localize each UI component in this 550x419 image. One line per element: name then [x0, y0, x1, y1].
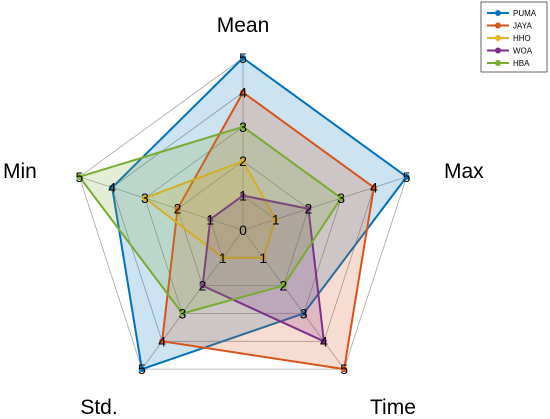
legend-label-woa: WOA	[513, 47, 533, 56]
legend-item-puma: PUMA	[487, 9, 537, 18]
legend: PUMA JAYA HHO WOA HBA	[480, 1, 548, 73]
legend-swatch-marker-woa	[495, 47, 501, 54]
value-label: 2	[174, 201, 182, 217]
axis-title-max: Max	[444, 160, 484, 183]
value-label: 3	[337, 190, 345, 206]
data-point-puma-4	[138, 366, 145, 373]
value-label: 2	[239, 153, 247, 169]
data-point-hba-1	[240, 123, 246, 130]
series-area-jaya	[161, 91, 375, 371]
data-point-hba-4	[179, 310, 186, 317]
data-point-woa-3	[320, 338, 327, 345]
legend-label-hba: HBA	[513, 59, 530, 68]
axis-title-std: Std.	[80, 396, 117, 419]
value-label: 3	[239, 119, 247, 135]
data-point-jaya-1	[240, 89, 246, 96]
data-point-puma-5	[109, 184, 116, 191]
value-label: 3	[141, 190, 149, 206]
value-label: 1	[206, 211, 214, 227]
data-point-jaya-4	[159, 338, 166, 345]
legend-item-woa: WOA	[487, 47, 533, 56]
grid-spoke-2	[242, 176, 407, 231]
data-point-puma-1	[240, 55, 246, 61]
data-point-jaya-2	[370, 184, 377, 191]
series-area-hho	[143, 160, 277, 259]
center-label: 0	[239, 222, 247, 238]
value-label: 2	[305, 201, 313, 217]
series-woa	[199, 192, 327, 345]
series-area-puma	[111, 57, 408, 371]
legend-swatch-marker-hho	[495, 35, 501, 41]
legend-label-puma: PUMA	[513, 9, 537, 18]
grid-spoke-3	[242, 229, 345, 370]
data-point-hho-4	[219, 254, 226, 261]
series-area-woa	[201, 194, 325, 343]
value-label: 1	[259, 250, 267, 266]
value-label: 5	[138, 361, 146, 377]
data-point-woa-1	[240, 192, 246, 199]
data-point-puma-2	[403, 173, 410, 180]
data-point-jaya-3	[341, 366, 348, 373]
legend-swatch-marker-puma	[495, 10, 501, 16]
legend-item-hho: HHO	[487, 34, 531, 43]
legend-item-hba: HBA	[487, 59, 530, 68]
grid-ring-2	[177, 160, 309, 287]
legend-swatch-marker-jaya	[495, 22, 501, 29]
value-label: 4	[320, 333, 328, 349]
series-hba	[76, 123, 345, 317]
value-label: 4	[158, 333, 166, 349]
value-label: 4	[108, 179, 116, 195]
value-label: 5	[76, 169, 84, 185]
value-label: 1	[272, 211, 280, 227]
axis-title-mean: Mean	[217, 14, 270, 37]
series-hho	[141, 158, 279, 261]
data-point-jaya-5	[174, 205, 181, 212]
value-label: 4	[370, 179, 378, 195]
axis-titles: Mean Max Time Std. Min	[3, 14, 484, 419]
data-point-hho-2	[272, 216, 279, 223]
data-point-woa-4	[199, 282, 206, 289]
legend-swatch-marker-hba	[495, 60, 501, 66]
data-point-puma-3	[300, 310, 307, 317]
data-point-hba-2	[338, 195, 345, 202]
data-point-hho-1	[240, 158, 246, 165]
legend-label-hho: HHO	[513, 34, 531, 43]
series-jaya	[159, 89, 377, 373]
value-label: 2	[280, 278, 288, 294]
data-point-hba-5	[76, 173, 83, 180]
series-area-hba	[78, 125, 343, 315]
value-label: 2	[199, 278, 207, 294]
legend-item-jaya: JAYA	[487, 22, 532, 31]
data-point-hho-5	[141, 195, 148, 202]
value-label: 1	[239, 188, 247, 204]
value-label: 1	[219, 250, 227, 266]
grid-spoke-5	[79, 176, 244, 231]
value-label: 5	[340, 361, 348, 377]
value-label: 3	[300, 305, 308, 321]
series-layer	[76, 55, 410, 373]
axis-title-min: Min	[3, 160, 37, 183]
value-label: 5	[403, 169, 411, 185]
series-puma	[109, 55, 410, 373]
grid-spoke-4	[141, 229, 244, 370]
data-point-woa-2	[305, 205, 312, 212]
value-label: 5	[239, 50, 247, 66]
axis-title-time: Time	[370, 396, 416, 419]
data-point-hho-3	[260, 254, 267, 261]
value-label: 4	[239, 84, 247, 100]
legend-label-jaya: JAYA	[513, 22, 532, 31]
value-label: 3	[178, 305, 186, 321]
data-point-woa-5	[207, 216, 214, 223]
data-point-hba-3	[280, 282, 287, 289]
